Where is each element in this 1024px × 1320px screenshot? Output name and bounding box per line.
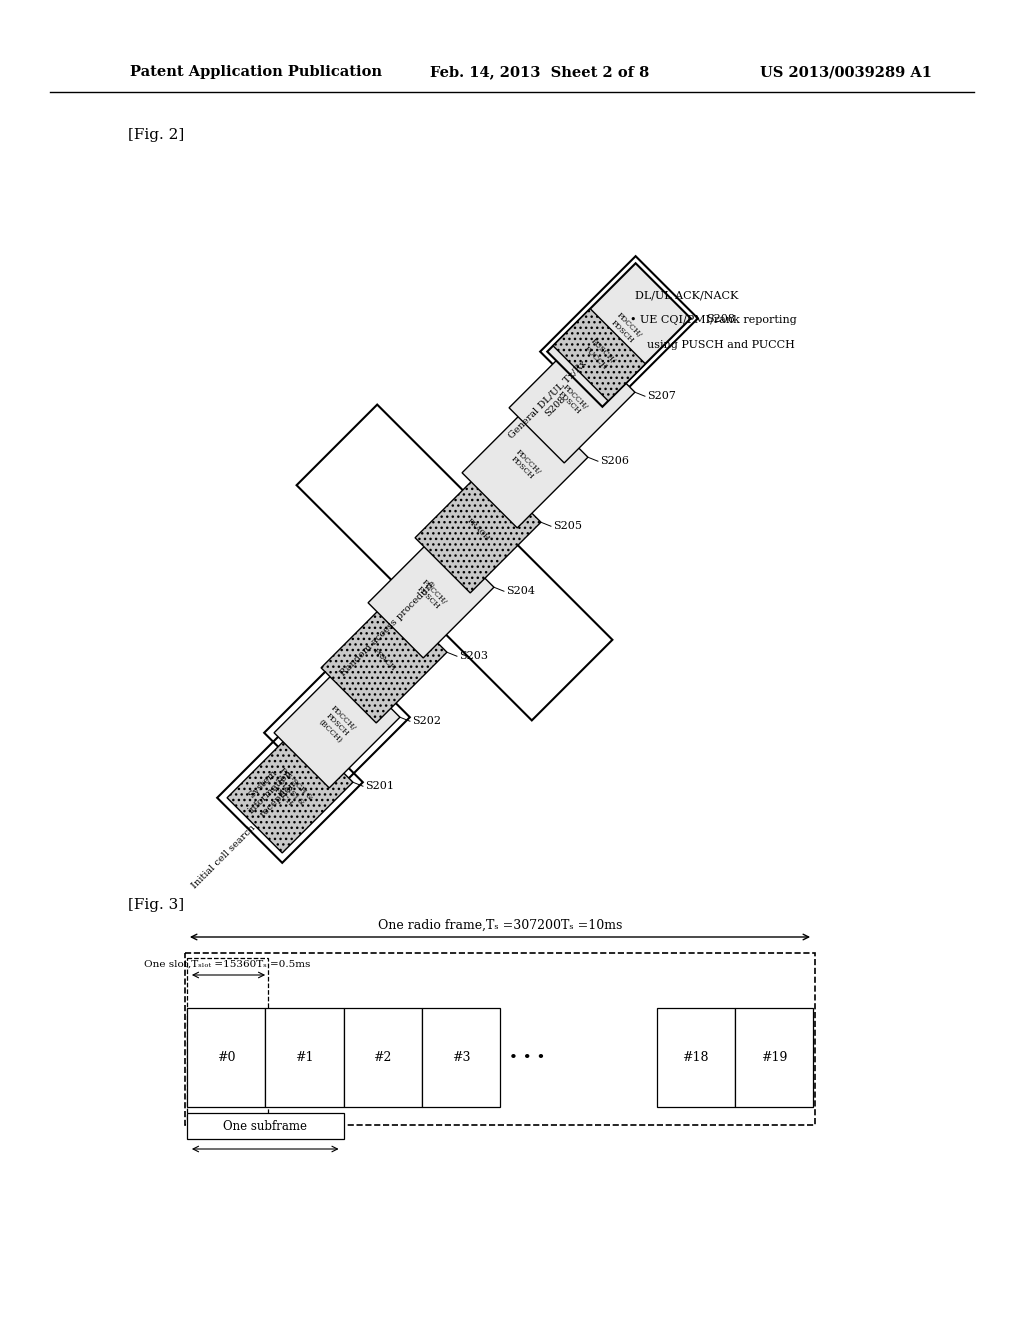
Text: PDCCH/
PDSCH: PDCCH/ PDSCH bbox=[414, 578, 449, 612]
Text: S208: S208 bbox=[707, 314, 735, 323]
Text: PDCCH/
PDSCH: PDCCH/ PDSCH bbox=[508, 447, 543, 482]
Text: General DL/UL Tx/Rx
S208: General DL/UL Tx/Rx S208 bbox=[507, 359, 596, 447]
Polygon shape bbox=[553, 309, 645, 401]
Text: Initial cell search: Initial cell search bbox=[189, 822, 257, 890]
Text: PDCCH/
PDSCH: PDCCH/ PDSCH bbox=[555, 383, 590, 417]
Text: #18: #18 bbox=[682, 1051, 709, 1064]
Polygon shape bbox=[509, 337, 635, 463]
Text: [Fig. 2]: [Fig. 2] bbox=[128, 128, 184, 143]
Bar bbox=[343, 1008, 422, 1107]
FancyBboxPatch shape bbox=[187, 958, 268, 1119]
Bar bbox=[187, 1008, 265, 1107]
Bar bbox=[422, 1008, 500, 1107]
Text: [Fig. 3]: [Fig. 3] bbox=[128, 898, 184, 912]
Text: #0: #0 bbox=[217, 1051, 236, 1064]
Polygon shape bbox=[322, 597, 446, 723]
Polygon shape bbox=[368, 532, 494, 657]
Text: One radio frame,Tₛ =307200Tₛ =10ms: One radio frame,Tₛ =307200Tₛ =10ms bbox=[378, 919, 623, 932]
Text: One slot,Tₛₗₒₜ =15360Tₛ =0.5ms: One slot,Tₛₗₒₜ =15360Tₛ =0.5ms bbox=[144, 960, 310, 969]
Text: • • •: • • • bbox=[509, 1051, 546, 1064]
Text: S201: S201 bbox=[365, 781, 394, 791]
Text: PDCCH/
PDSCH: PDCCH/ PDSCH bbox=[608, 310, 643, 346]
FancyBboxPatch shape bbox=[185, 953, 815, 1125]
Bar bbox=[656, 1008, 735, 1107]
Text: Patent Application Publication: Patent Application Publication bbox=[130, 65, 382, 79]
Polygon shape bbox=[227, 727, 353, 853]
Text: Random access procedure: Random access procedure bbox=[339, 579, 437, 678]
Text: P/S-SCH &
[DLRS] &
PBCH: P/S-SCH & [DLRS] & PBCH bbox=[265, 766, 314, 814]
Text: US 2013/0039289 A1: US 2013/0039289 A1 bbox=[760, 65, 932, 79]
Text: • UE CQI/PMI/rank reporting: • UE CQI/PMI/rank reporting bbox=[630, 315, 797, 325]
Text: #19: #19 bbox=[761, 1051, 787, 1064]
Polygon shape bbox=[462, 403, 588, 528]
Text: System
information
reception: System information reception bbox=[240, 760, 301, 822]
Text: PUSCH/
PUCCH: PUSCH/ PUCCH bbox=[582, 338, 616, 372]
Text: S206: S206 bbox=[600, 457, 629, 466]
Polygon shape bbox=[274, 663, 400, 788]
Bar bbox=[735, 1008, 813, 1107]
Text: S204: S204 bbox=[506, 586, 535, 597]
Text: PRACH: PRACH bbox=[465, 517, 490, 543]
Text: #1: #1 bbox=[295, 1051, 313, 1064]
Text: #2: #2 bbox=[374, 1051, 392, 1064]
Text: One subframe: One subframe bbox=[223, 1119, 307, 1133]
Text: using PUSCH and PUCCH: using PUSCH and PUCCH bbox=[640, 341, 795, 350]
Text: PRACH: PRACH bbox=[371, 647, 397, 673]
Text: S205: S205 bbox=[553, 521, 582, 531]
Bar bbox=[187, 1113, 343, 1139]
Text: S202: S202 bbox=[412, 717, 441, 726]
Text: #3: #3 bbox=[452, 1051, 470, 1064]
Polygon shape bbox=[415, 467, 541, 593]
Polygon shape bbox=[547, 263, 691, 407]
Text: S207: S207 bbox=[647, 391, 676, 401]
Text: Feb. 14, 2013  Sheet 2 of 8: Feb. 14, 2013 Sheet 2 of 8 bbox=[430, 65, 649, 79]
Text: DL/UL ACK/NACK: DL/UL ACK/NACK bbox=[635, 290, 738, 300]
Text: S203: S203 bbox=[459, 651, 487, 661]
Text: PDCCH/
PDSCH
(BCCH): PDCCH/ PDSCH (BCCH) bbox=[316, 705, 357, 746]
Bar bbox=[265, 1008, 343, 1107]
